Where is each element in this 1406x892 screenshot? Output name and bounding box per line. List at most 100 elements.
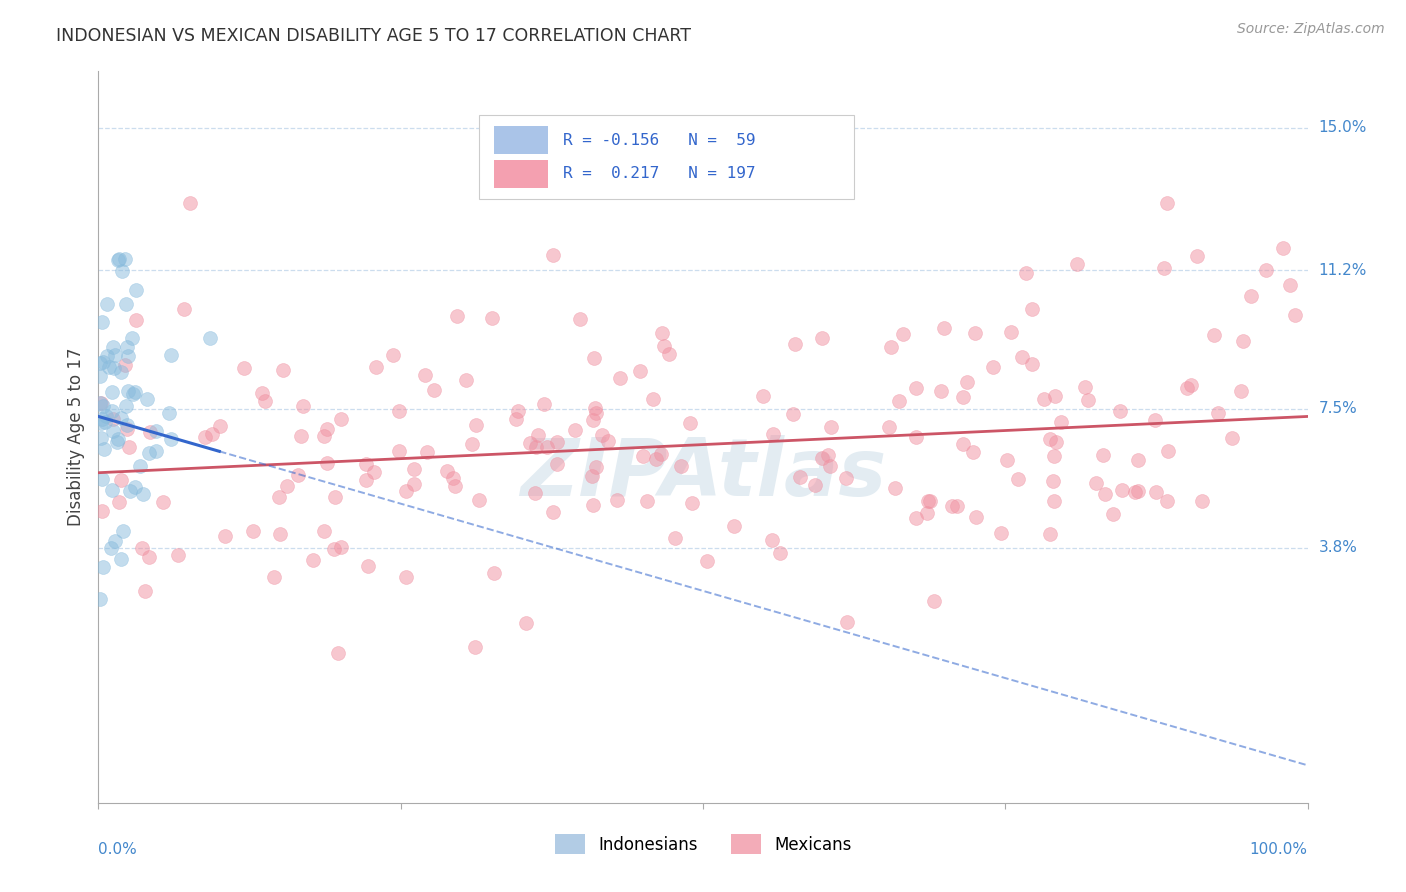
Point: [1153, 260, 1175, 275]
Point: [1073, 380, 1095, 394]
Point: [104, 349, 127, 363]
Point: [803, 478, 825, 492]
Point: [115, 297, 138, 311]
Point: [631, 449, 654, 463]
Point: [585, 459, 607, 474]
Point: [89, 396, 111, 410]
Point: [536, 440, 558, 454]
Point: [1156, 195, 1178, 210]
Point: [454, 373, 477, 387]
Point: [94, 415, 117, 429]
Point: [125, 313, 148, 327]
Point: [1042, 449, 1064, 463]
Point: [89, 591, 111, 606]
Point: [198, 331, 221, 345]
Point: [115, 421, 138, 435]
Point: [654, 339, 676, 353]
Point: [201, 426, 224, 441]
Point: [1278, 278, 1301, 293]
Point: [591, 427, 613, 442]
Point: [1043, 494, 1066, 508]
Point: [533, 397, 555, 411]
Point: [110, 473, 132, 487]
Point: [269, 527, 291, 541]
Point: [291, 399, 314, 413]
Point: [1254, 263, 1277, 277]
Point: [96, 296, 118, 310]
Point: [138, 445, 160, 459]
Point: [301, 553, 323, 567]
Point: [761, 533, 783, 547]
Point: [115, 399, 138, 413]
Point: [583, 401, 606, 416]
Point: [965, 510, 987, 524]
Point: [354, 458, 377, 472]
Point: [523, 486, 546, 500]
Point: [628, 364, 651, 378]
Point: [696, 554, 718, 568]
Point: [769, 546, 792, 560]
Point: [820, 419, 842, 434]
Point: [568, 312, 591, 326]
Point: [1284, 308, 1306, 322]
Point: [145, 444, 167, 458]
Point: [120, 483, 142, 498]
Point: [271, 362, 294, 376]
Point: [1021, 357, 1043, 371]
Point: [546, 434, 568, 449]
Point: [1015, 266, 1038, 280]
Point: [952, 390, 974, 404]
Point: [1066, 257, 1088, 271]
Point: [1050, 416, 1073, 430]
Point: [904, 511, 927, 525]
Point: [131, 541, 153, 555]
Point: [101, 412, 124, 426]
Point: [316, 456, 339, 470]
Text: Source: ZipAtlas.com: Source: ZipAtlas.com: [1237, 22, 1385, 37]
Point: [91, 399, 114, 413]
Point: [263, 570, 285, 584]
Point: [89, 368, 111, 383]
Point: [357, 558, 380, 573]
Point: [1175, 381, 1198, 395]
Point: [436, 464, 458, 478]
Point: [423, 383, 446, 397]
Point: [1144, 413, 1167, 427]
Point: [1039, 432, 1062, 446]
Point: [91, 472, 114, 486]
Point: [117, 349, 139, 363]
Point: [922, 594, 945, 608]
Point: [121, 331, 143, 345]
Point: [124, 283, 146, 297]
Point: [145, 424, 167, 438]
Point: [917, 507, 939, 521]
Point: [582, 498, 605, 512]
Point: [681, 496, 703, 510]
Point: [1032, 392, 1054, 406]
Point: [214, 528, 236, 542]
Point: [880, 340, 903, 354]
Point: [101, 340, 124, 354]
Text: R =  0.217   N = 197: R = 0.217 N = 197: [562, 166, 755, 181]
Point: [515, 615, 537, 630]
Point: [837, 615, 859, 629]
Point: [1208, 406, 1230, 420]
Point: [90, 432, 112, 446]
Point: [90, 416, 112, 430]
Point: [100, 541, 122, 556]
Point: [581, 469, 603, 483]
Point: [322, 541, 344, 556]
Point: [314, 524, 336, 538]
Text: INDONESIAN VS MEXICAN DISABILITY AGE 5 TO 17 CORRELATION CHART: INDONESIAN VS MEXICAN DISABILITY AGE 5 T…: [56, 27, 692, 45]
Point: [173, 301, 195, 316]
Point: [416, 445, 439, 459]
Point: [395, 483, 418, 498]
Point: [136, 392, 159, 406]
Point: [323, 491, 346, 505]
Point: [1039, 527, 1062, 541]
Point: [1094, 487, 1116, 501]
Point: [290, 429, 312, 443]
Point: [1157, 444, 1180, 458]
Point: [929, 384, 952, 398]
Text: 0.0%: 0.0%: [98, 842, 138, 856]
